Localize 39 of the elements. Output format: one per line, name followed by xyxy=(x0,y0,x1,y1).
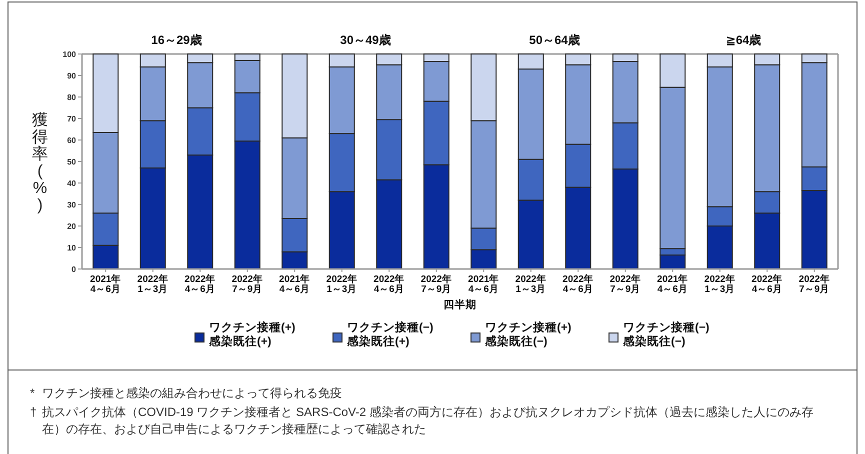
y-tick-label: 0 xyxy=(72,265,77,274)
chart-title: 30～49歳 xyxy=(340,33,391,47)
x-tick-label: 2022年 7～9月 xyxy=(610,273,641,295)
y-axis-title: 獲得率(%) xyxy=(32,112,48,214)
x-tick-label: 2022年 4～6月 xyxy=(752,273,783,295)
x-tick-label: 2021年 4～6月 xyxy=(468,273,500,295)
y-tick-label: 100 xyxy=(62,50,77,59)
x-tick-label: 2022年 1～3月 xyxy=(515,273,546,295)
x-tick-label: 2022年 1～3月 xyxy=(137,273,168,295)
chart-title: ≧64歳 xyxy=(726,33,762,47)
chart-title: 50～64歳 xyxy=(529,33,580,47)
y-tick-label: 10 xyxy=(67,244,77,252)
legend-label: ワクチン接種(−) 感染既往(−) xyxy=(622,320,710,348)
legend-label: ワクチン接種(+) 感染既往(−) xyxy=(484,320,572,348)
legend-label: ワクチン接種(+) 感染既往(+) xyxy=(208,320,296,348)
text: * ワクチン接種と感染の組み合わせによって得られる免疫 xyxy=(30,386,342,400)
y-tick-label: 40 xyxy=(67,179,77,188)
y-tick-label: 80 xyxy=(67,93,77,102)
x-tick-label: 2022年 4～6月 xyxy=(374,273,405,295)
y-tick-label: 90 xyxy=(67,72,77,80)
x-tick-label: 2022年 7～9月 xyxy=(798,273,830,295)
y-tick-label: 30 xyxy=(67,200,77,210)
y-tick-label: 20 xyxy=(67,222,77,231)
x-tick-label: 2021年 4～6月 xyxy=(90,273,122,295)
y-tick-label: 70 xyxy=(67,114,77,124)
x-tick-label: 2022年 7～9月 xyxy=(420,273,452,295)
x-tick-label: 2021年 4～6月 xyxy=(657,273,688,295)
x-tick-label: 2022年 1～3月 xyxy=(704,273,736,295)
x-tick-label: 2021年 4～6月 xyxy=(279,273,310,295)
x-tick-label: 2022年 7～9月 xyxy=(232,273,263,295)
x-axis-title: 四半期 xyxy=(444,298,476,311)
legend-label: ワクチン接種(−) 感染既往(+) xyxy=(346,320,434,348)
x-tick-label: 2022年 4～6月 xyxy=(184,273,216,295)
y-tick-label: 60 xyxy=(67,136,77,145)
chart-title: 16～29歳 xyxy=(151,33,202,47)
x-tick-label: 2022年 1～3月 xyxy=(326,273,358,295)
x-tick-label: 2022年 4～6月 xyxy=(562,273,594,295)
text: † 抗スパイク抗体（COVID-19 ワクチン接種者と SARS-CoV-2 感染者の両方に存在）および抗ヌクレオカプシド抗体（過去に感染した人にのみ存在）の存在、および自己申告によるワクチン接種歴によって確認された xyxy=(30,405,814,436)
y-tick-label: 50 xyxy=(67,158,77,166)
